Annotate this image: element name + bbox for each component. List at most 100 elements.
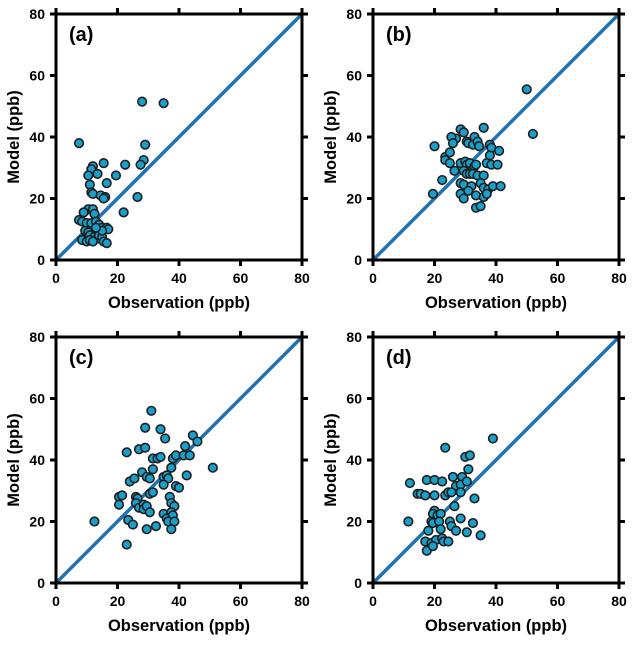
data-point [455,513,466,524]
data-point [110,170,122,181]
data-point [469,493,480,504]
data-point [180,441,191,452]
x-tick-label: 40 [488,593,504,609]
x-tick-label: 80 [294,270,310,286]
data-point [87,236,98,247]
data-point [447,138,459,149]
data-point [192,436,203,447]
panel-label: (d) [386,347,412,369]
y-tick-label: 0 [37,575,45,591]
data-point [117,490,128,501]
data-point [473,141,485,152]
x-axis-title: Observation (ppb) [425,617,567,635]
y-tick-label: 20 [346,514,362,530]
data-point [73,138,85,149]
data-point [478,122,489,133]
data-point [449,501,460,512]
y-axis-title: Model (ppb) [5,413,23,506]
x-axis-title: Observation (ppb) [425,294,567,312]
data-point [127,519,138,530]
data-point [420,490,431,501]
data-point [495,181,506,192]
data-point [481,188,492,199]
y-tick-label: 20 [29,514,45,530]
data-point [181,470,192,481]
scatter-panel-c: 0 20 40 60 80 0 20 40 60 80 Observation (ppb) Model… [5,329,310,635]
x-tick-label: 0 [369,593,377,609]
x-tick-label: 0 [52,593,60,609]
x-tick-label: 60 [233,270,249,286]
y-tick-label: 40 [29,452,45,468]
data-point [521,84,532,95]
data-point [90,222,102,233]
y-tick-label: 80 [346,6,362,22]
x-tick-label: 0 [52,270,60,286]
x-tick-label: 20 [110,270,126,286]
y-tick-label: 60 [29,68,45,84]
y-tick-label: 80 [29,329,45,345]
y-tick-label: 60 [346,68,362,84]
data-point [89,516,100,527]
x-tick-label: 0 [369,270,377,286]
x-tick-label: 80 [611,593,627,609]
data-point [101,178,112,189]
data-point [449,165,460,176]
data-point [492,159,503,170]
x-axis-title: Observation (ppb) [108,617,250,635]
identity-line [54,335,304,585]
panel-label: (a) [69,24,93,46]
x-tick-label: 20 [427,270,443,286]
data-point [493,145,505,156]
y-tick-label: 60 [346,391,362,407]
data-point [207,462,218,473]
data-point [403,516,414,527]
y-tick-label: 20 [346,191,362,207]
x-tick-label: 20 [427,593,443,609]
data-point [463,464,474,475]
data-point [470,159,482,170]
data-point [446,487,457,498]
y-tick-label: 0 [37,252,45,268]
x-tick-label: 40 [171,593,187,609]
data-point [121,539,132,550]
data-point [427,188,439,199]
data-point [150,521,162,532]
data-point [429,490,440,501]
data-point [166,462,177,473]
y-tick-label: 0 [354,575,362,591]
data-point [140,139,151,150]
data-point [423,525,434,536]
x-tick-label: 60 [550,270,566,286]
y-axis-title: Model (ppb) [322,90,340,183]
data-point [118,207,129,218]
data-point [404,477,415,489]
data-point [527,128,538,140]
panel-label: (b) [386,24,412,46]
data-point [173,482,185,493]
data-point [121,447,132,458]
data-point [447,471,459,483]
data-point [437,174,448,186]
data-point [435,524,446,535]
data-point [140,442,151,453]
data-point [98,158,109,169]
x-tick-label: 60 [550,593,566,609]
y-axis-title: Model (ppb) [5,90,23,183]
data-point [147,464,158,475]
data-point [458,127,469,138]
data-point [135,159,146,170]
data-point [429,141,440,152]
data-point [461,527,472,538]
data-point [155,424,166,435]
data-point [141,524,152,535]
x-tick-label: 40 [488,270,504,286]
data-point [158,98,169,109]
x-tick-label: 20 [110,593,126,609]
data-point [461,476,472,487]
data-point [464,450,475,461]
y-tick-label: 20 [29,191,45,207]
scatter-panel-b: 0 20 40 60 80 0 20 40 60 80 Observation (ppb) Model… [322,6,627,312]
x-tick-label: 60 [233,593,249,609]
data-point [92,168,103,179]
